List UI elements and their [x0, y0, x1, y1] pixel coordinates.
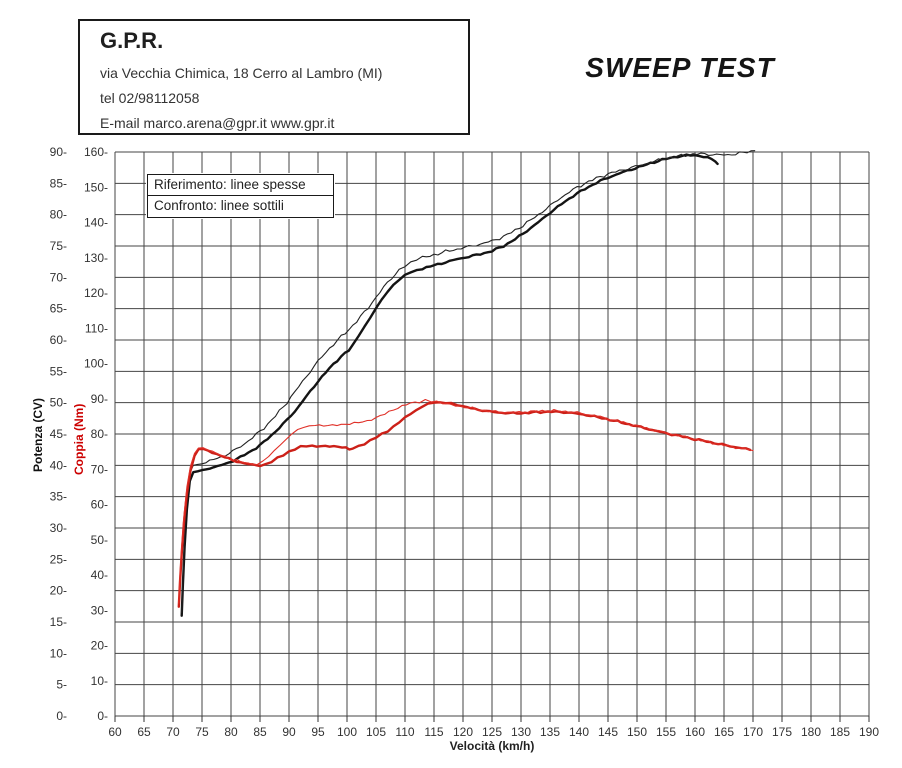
torque-axis-title: Coppia (Nm)	[72, 403, 86, 475]
x-tick-label: 135	[540, 725, 560, 739]
x-tick-label: 190	[859, 725, 879, 739]
x-tick-label: 125	[482, 725, 502, 739]
power-tick-label: 65-	[50, 302, 67, 316]
x-tick-label: 70	[166, 725, 180, 739]
torque-tick-label: 120-	[84, 286, 108, 300]
x-tick-label: 140	[569, 725, 589, 739]
torque-tick-label: 20-	[91, 639, 108, 653]
x-tick-label: 75	[195, 725, 209, 739]
torque-tick-label: 70-	[91, 462, 108, 476]
x-tick-label: 155	[656, 725, 676, 739]
x-tick-label: 175	[772, 725, 792, 739]
power-tick-label: 80-	[50, 208, 67, 222]
x-tick-label: 95	[311, 725, 325, 739]
x-tick-label: 160	[685, 725, 705, 739]
power-tick-label: 0-	[56, 709, 67, 723]
torque-tick-label: 110-	[85, 321, 108, 335]
power-tick-label: 60-	[50, 333, 67, 347]
power-tick-label: 25-	[50, 552, 67, 566]
torque-tick-label: 130-	[84, 251, 108, 265]
legend-comparison: Confronto: linee sottili	[154, 198, 284, 213]
x-tick-label: 110	[395, 725, 414, 739]
x-tick-label: 90	[282, 725, 296, 739]
x-tick-label: 170	[743, 725, 763, 739]
company-info-box: G.P.R. via Vecchia Chimica, 18 Cerro al …	[78, 19, 470, 135]
x-tick-label: 65	[137, 725, 151, 739]
x-tick-label: 85	[253, 725, 267, 739]
x-tick-label: 145	[598, 725, 618, 739]
power-tick-label: 10-	[50, 646, 67, 660]
power-tick-label: 20-	[50, 584, 67, 598]
x-tick-label: 80	[224, 725, 238, 739]
power-tick-label: 5-	[56, 678, 67, 692]
power-tick-label: 50-	[50, 396, 67, 410]
power-tick-label: 40-	[50, 458, 67, 472]
chart-legend: Riferimento: linee spesse Confronto: lin…	[147, 174, 334, 218]
power-axis-title: Potenza (CV)	[31, 397, 45, 472]
x-tick-label: 120	[453, 725, 473, 739]
x-tick-label: 100	[337, 725, 357, 739]
torque-tick-label: 10-	[91, 674, 108, 688]
power-tick-label: 90-	[50, 145, 67, 159]
x-tick-label: 165	[714, 725, 734, 739]
power-tick-label: 75-	[50, 239, 67, 253]
company-address: via Vecchia Chimica, 18 Cerro al Lambro …	[100, 65, 383, 81]
torque-tick-label: 80-	[91, 427, 108, 441]
company-name: G.P.R.	[100, 28, 164, 53]
x-tick-label: 60	[108, 725, 122, 739]
torque-tick-label: 150-	[84, 180, 108, 194]
power-comparison-curve	[181, 150, 756, 614]
legend-reference: Riferimento: linee spesse	[148, 175, 333, 196]
torque-comparison-curve	[178, 398, 754, 604]
torque-tick-label: 0-	[97, 709, 108, 723]
torque-tick-label: 40-	[91, 568, 108, 582]
power-tick-label: 30-	[50, 521, 67, 535]
x-tick-label: 115	[424, 725, 443, 739]
x-tick-label: 185	[830, 725, 850, 739]
power-tick-label: 35-	[50, 490, 67, 504]
power-tick-label: 45-	[50, 427, 67, 441]
power-tick-label: 70-	[50, 270, 67, 284]
x-tick-label: 130	[511, 725, 531, 739]
power-tick-label: 55-	[50, 364, 67, 378]
page-title: SWEEP TEST	[585, 52, 775, 83]
x-axis-title: Velocità (km/h)	[449, 739, 535, 753]
torque-tick-label: 100-	[84, 357, 108, 371]
x-tick-label: 180	[801, 725, 821, 739]
torque-tick-label: 60-	[91, 498, 108, 512]
torque-tick-label: 140-	[84, 216, 108, 230]
power-reference-curve	[180, 153, 719, 617]
torque-tick-label: 90-	[91, 392, 108, 406]
power-tick-label: 15-	[50, 615, 67, 629]
torque-tick-label: 160-	[84, 145, 108, 159]
torque-tick-label: 50-	[91, 533, 108, 547]
power-tick-label: 85-	[50, 176, 67, 190]
company-email: E-mail marco.arena@gpr.it www.gpr.it	[100, 115, 335, 131]
company-phone: tel 02/98112058	[100, 90, 200, 106]
x-tick-label: 150	[627, 725, 647, 739]
x-tick-label: 105	[366, 725, 386, 739]
torque-tick-label: 30-	[91, 603, 108, 617]
